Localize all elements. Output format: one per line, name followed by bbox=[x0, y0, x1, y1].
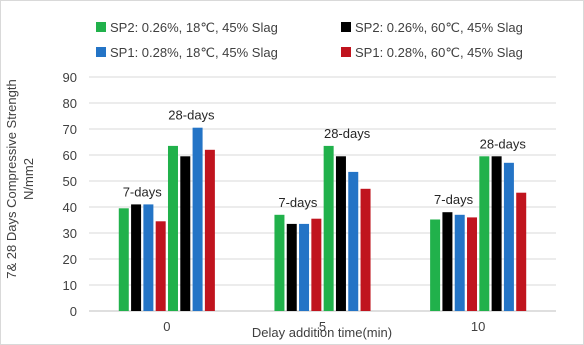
legend-swatch bbox=[341, 47, 351, 57]
bar bbox=[335, 156, 346, 311]
y-tick-label: 30 bbox=[63, 226, 77, 241]
bar bbox=[131, 204, 142, 311]
y-tick-label: 60 bbox=[63, 148, 77, 163]
y-tick-label: 0 bbox=[70, 304, 77, 319]
annotation-28-days: 28-days bbox=[324, 126, 371, 141]
legend-label: SP2: 0.26%, 60℃, 45% Slag bbox=[355, 20, 523, 35]
y-tick-label: 70 bbox=[63, 122, 77, 137]
bar bbox=[516, 192, 527, 311]
y-tick-label: 50 bbox=[63, 174, 77, 189]
bar bbox=[454, 214, 465, 311]
legend: SP2: 0.26%, 18℃, 45% Slag SP2: 0.26%, 60℃… bbox=[96, 20, 523, 60]
annotation-28-days: 28-days bbox=[480, 136, 527, 151]
y-tick-label: 40 bbox=[63, 200, 77, 215]
y-axis-unit: N/mm2 bbox=[21, 158, 36, 200]
y-tick-label: 20 bbox=[63, 252, 77, 267]
legend-swatch bbox=[96, 22, 106, 32]
legend-swatch bbox=[96, 47, 106, 57]
y-tick-label: 10 bbox=[63, 278, 77, 293]
legend-label: SP2: 0.26%, 18℃, 45% Slag bbox=[110, 20, 278, 35]
x-tick-label: 10 bbox=[471, 319, 485, 334]
bar bbox=[143, 204, 154, 311]
y-tick-label: 80 bbox=[63, 96, 77, 111]
legend-swatch bbox=[341, 22, 351, 32]
y-tick-labels: 0 10 20 30 40 50 60 70 80 90 bbox=[63, 70, 77, 319]
x-tick-label: 0 bbox=[163, 319, 170, 334]
bar bbox=[311, 218, 322, 311]
bar bbox=[192, 127, 203, 311]
bar bbox=[479, 156, 490, 311]
bar bbox=[118, 208, 129, 311]
annotation-7-days: 7-days bbox=[123, 184, 163, 199]
bar bbox=[430, 219, 441, 311]
bar bbox=[491, 156, 502, 311]
x-axis-title: Delay addition time(min) bbox=[252, 325, 392, 340]
bar bbox=[180, 156, 191, 311]
x-tick-labels: 0 5 10 bbox=[163, 319, 485, 334]
bar bbox=[442, 212, 453, 311]
bar bbox=[167, 145, 178, 311]
annotation-7-days: 7-days bbox=[434, 192, 474, 207]
gridlines bbox=[89, 76, 556, 312]
legend-label: SP1: 0.28%, 18℃, 45% Slag bbox=[110, 45, 278, 60]
bar bbox=[348, 171, 359, 311]
y-tick-label: 90 bbox=[63, 70, 77, 85]
bars bbox=[118, 127, 527, 311]
bar bbox=[204, 149, 215, 311]
legend-label: SP1: 0.28%, 60℃, 45% Slag bbox=[355, 45, 523, 60]
bar bbox=[299, 223, 310, 311]
annotation-7-days: 7-days bbox=[278, 195, 318, 210]
bar bbox=[360, 188, 371, 311]
annotations: 7-days 28-days 7-days 28-days 7-days 28-days bbox=[123, 108, 527, 210]
bar bbox=[274, 214, 285, 311]
bar bbox=[155, 221, 166, 311]
bar bbox=[323, 145, 334, 311]
x-tick-label: 5 bbox=[319, 319, 326, 334]
bar bbox=[286, 223, 297, 311]
bar bbox=[503, 162, 514, 311]
y-axis-title: 7& 28 Days Compressive Strength bbox=[4, 79, 19, 278]
bar bbox=[467, 217, 478, 311]
annotation-28-days: 28-days bbox=[168, 108, 215, 123]
